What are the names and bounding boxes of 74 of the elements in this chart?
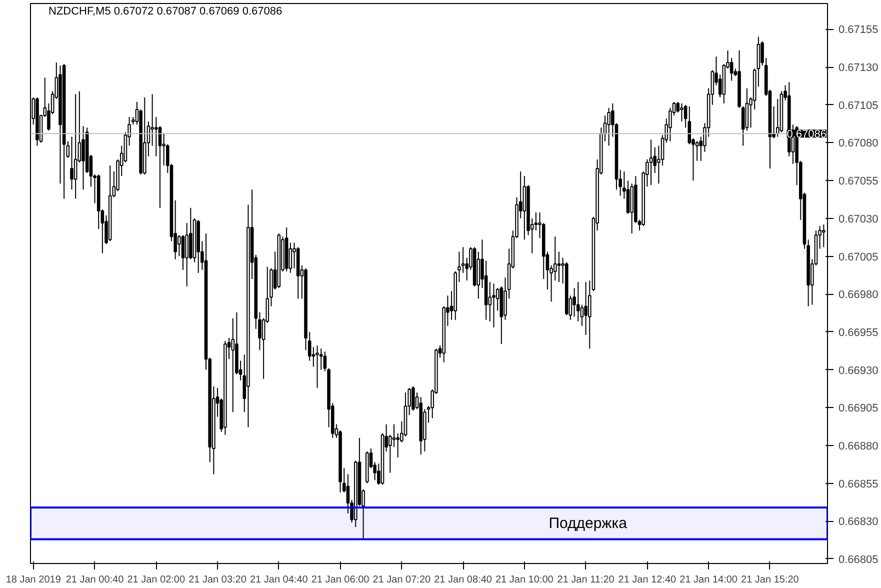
x-tick-label: 21 Jan 07:20 [372, 574, 432, 586]
candlestick [607, 107, 610, 146]
y-tick-label: 0.67005 [838, 251, 878, 264]
candlestick [277, 233, 281, 289]
candlestick [380, 432, 384, 486]
candlestick [584, 281, 588, 336]
candlestick [284, 227, 288, 272]
y-tick-label: 0.66855 [838, 478, 878, 490]
candlestick [419, 396, 422, 456]
x-tick-label: 21 Jan 00:40 [66, 574, 124, 586]
candlestick [181, 234, 185, 270]
y-tick-label: 0.66980 [838, 289, 878, 302]
candlestick [722, 64, 726, 104]
candlestick [36, 96, 39, 146]
y-tick-label: 0.66955 [838, 326, 878, 339]
candlestick [564, 262, 568, 316]
candlestick [484, 260, 488, 320]
candlestick [822, 224, 826, 248]
candlestick [142, 96, 146, 176]
y-tick-label: 0.67155 [838, 24, 878, 36]
candlestick [580, 304, 584, 326]
candlestick [522, 176, 526, 240]
candlestick [626, 180, 630, 214]
candlestick [224, 340, 227, 436]
x-tick-label: 21 Jan 12:40 [618, 574, 677, 586]
candlestick [396, 432, 400, 458]
candlestick [745, 88, 749, 132]
candlestick [96, 174, 100, 230]
candlestick [392, 424, 396, 448]
candlestick [185, 222, 188, 288]
y-tick-label: 0.66905 [838, 402, 878, 415]
x-tick-label: 18 Jan 2019 [6, 574, 62, 586]
candlestick [472, 246, 476, 288]
chart-title: NZDCHF,M5 0.67072 0.67087 0.67069 0.67086 [48, 6, 282, 18]
candlestick [412, 386, 415, 412]
candlestick [365, 451, 369, 484]
x-tick-label: 21 Jan 10:00 [496, 574, 554, 586]
candlestick [780, 90, 784, 133]
x-tick-label: 21 Jan 15:20 [741, 574, 800, 586]
candlestick [296, 246, 300, 300]
candlestick [196, 219, 200, 274]
y-tick-label: 0.66880 [838, 440, 878, 452]
y-tick-label: 0.67030 [838, 213, 878, 226]
candlestick [178, 234, 181, 257]
x-tick-label: 21 Jan 08:40 [434, 574, 492, 586]
x-tick-label: 21 Jan 02:00 [127, 574, 186, 586]
candlestick [62, 64, 66, 200]
y-tick-label: 0.67130 [838, 62, 878, 74]
y-tick-label: 0.66805 [838, 554, 878, 566]
candlestick [695, 140, 699, 162]
y-tick-label: 0.67055 [838, 176, 878, 188]
x-tick-label: 21 Jan 11:20 [557, 574, 615, 586]
x-tick-label: 21 Jan 06:00 [311, 574, 370, 586]
candlestick [630, 183, 634, 234]
band-label: Поддержка [548, 514, 628, 532]
candlestick [74, 94, 78, 200]
y-tick-label: 0.66930 [838, 364, 878, 377]
candlestick [316, 345, 319, 388]
candlestick [58, 65, 62, 184]
candlestick [70, 136, 74, 190]
candlestick [108, 164, 112, 242]
candlestick [492, 283, 496, 328]
candlestick [649, 139, 653, 186]
x-tick-label: 21 Jan 04:40 [250, 574, 308, 586]
y-tick-label: 0.67080 [838, 138, 878, 150]
y-tick-label: 0.66830 [838, 516, 878, 528]
x-tick-label: 21 Jan 03:20 [188, 574, 247, 586]
y-tick-label: 0.67105 [838, 100, 878, 112]
candlestick [576, 281, 580, 322]
candlestick [680, 102, 684, 122]
candlestick [192, 218, 196, 263]
candlestick [534, 212, 538, 232]
x-tick-label: 21 Jan 14:00 [680, 574, 738, 586]
candlestick [588, 280, 592, 350]
